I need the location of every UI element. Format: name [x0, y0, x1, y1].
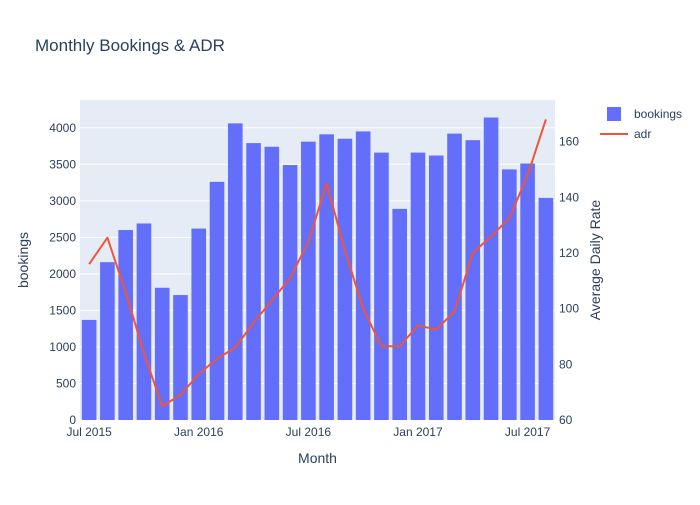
bar-2015-11[interactable] — [154, 287, 170, 420]
x-axis-title: Month — [298, 450, 337, 466]
legend-item-adr[interactable]: adr — [600, 127, 651, 141]
bar-2016-10[interactable] — [355, 131, 371, 420]
bar-2016-04[interactable] — [246, 143, 261, 420]
x-tick-label: Jan 2016 — [174, 425, 224, 439]
y2-tick-label: 160 — [559, 135, 579, 149]
y2-tick-label: 100 — [559, 302, 579, 316]
y2-tick-label: 60 — [559, 413, 573, 427]
legend-label-adr: adr — [634, 127, 651, 141]
bar-2016-08[interactable] — [319, 134, 334, 421]
bar-2016-09[interactable] — [337, 138, 353, 420]
x-tick-label: Jul 2015 — [66, 425, 112, 439]
y-tick-label: 3500 — [49, 157, 76, 171]
y2-axis-title: Average Daily Rate — [587, 200, 603, 321]
y-axis-ticks: 0 500 1000 1500 2000 2500 3000 3500 4000 — [49, 121, 76, 427]
y2-tick-label: 140 — [559, 190, 579, 204]
bar-2015-10[interactable] — [136, 223, 152, 420]
legend-swatch-bookings — [607, 107, 621, 121]
bar-2016-06[interactable] — [282, 165, 298, 420]
adr-line[interactable] — [88, 119, 547, 408]
y-tick-label: 2500 — [49, 230, 76, 244]
bar-2015-07[interactable] — [81, 319, 97, 420]
bar-2017-07[interactable] — [520, 163, 535, 420]
bar-2016-01[interactable] — [191, 228, 207, 420]
x-axis-ticks: Jul 2015 Jan 2016 Jul 2016 Jan 2017 Jul 2017 — [66, 425, 550, 439]
legend-item-bookings[interactable]: bookings — [607, 107, 682, 121]
y2-axis-ticks: 60 80 100 120 140 160 — [559, 135, 579, 427]
bar-2015-09[interactable] — [118, 230, 133, 420]
y-tick-label: 1500 — [49, 303, 76, 317]
legend[interactable]: bookings adr — [600, 107, 682, 141]
y-tick-label: 0 — [69, 413, 76, 427]
bar-2017-04[interactable] — [465, 140, 481, 420]
bar-2017-06[interactable] — [502, 169, 517, 420]
y2-tick-label: 80 — [559, 357, 573, 371]
y-tick-label: 2000 — [49, 267, 76, 281]
y-tick-label: 1000 — [49, 340, 76, 354]
x-tick-label: Jul 2016 — [286, 425, 332, 439]
x-tick-label: Jan 2017 — [393, 425, 443, 439]
bar-2016-02[interactable] — [209, 181, 225, 420]
y-tick-label: 500 — [56, 376, 76, 390]
y2-tick-label: 120 — [559, 246, 579, 260]
bar-2017-02[interactable] — [428, 155, 444, 420]
y-tick-label: 4000 — [49, 121, 76, 135]
bar-2016-12[interactable] — [392, 208, 408, 420]
bar-2017-03[interactable] — [447, 133, 462, 420]
bar-2016-05[interactable] — [264, 146, 280, 420]
bar-series — [81, 117, 554, 421]
bar-2015-12[interactable] — [173, 295, 188, 420]
x-tick-label: Jul 2017 — [505, 425, 551, 439]
bar-2017-08[interactable] — [538, 197, 554, 420]
bar-2017-01[interactable] — [410, 152, 426, 421]
bar-2016-07[interactable] — [301, 141, 316, 420]
y-axis-title: bookings — [15, 232, 31, 288]
chart-title: Monthly Bookings & ADR — [35, 36, 225, 55]
bar-2016-11[interactable] — [374, 152, 389, 421]
bar-2017-05[interactable] — [483, 117, 499, 421]
line-series — [88, 119, 547, 408]
y-tick-label: 3000 — [49, 194, 76, 208]
bar-2016-03[interactable] — [227, 123, 243, 420]
bar-2015-08[interactable] — [100, 262, 115, 420]
legend-label-bookings: bookings — [634, 107, 682, 121]
